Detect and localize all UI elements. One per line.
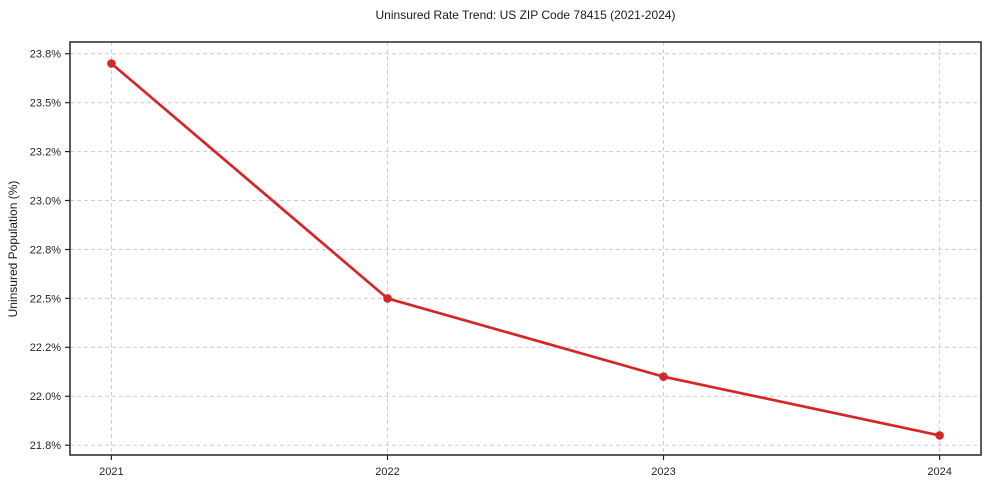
data-point (107, 59, 116, 68)
x-tick-label: 2023 (651, 466, 675, 478)
y-tick-label: 23.5% (30, 98, 61, 110)
data-point (935, 431, 944, 440)
y-tick-label: 22.5% (30, 293, 61, 305)
y-tick-label: 23.8% (30, 49, 61, 61)
x-tick-label: 2024 (927, 466, 951, 478)
y-tick-label: 22.8% (30, 244, 61, 256)
y-tick-label: 22.0% (30, 391, 61, 403)
data-point (659, 372, 668, 382)
y-tick-label: 23.2% (30, 146, 61, 158)
x-tick-label: 2021 (99, 466, 123, 478)
plot-border (69, 41, 982, 456)
y-tick-label: 21.8% (30, 440, 61, 452)
x-tick-label: 2022 (375, 466, 399, 478)
data-point (383, 294, 392, 303)
chart-title: Uninsured Rate Trend: US ZIP Code 78415 … (375, 8, 676, 22)
trend-line (110, 62, 941, 437)
y-tick-label: 23.0% (30, 195, 61, 207)
y-tick-label: 22.2% (30, 342, 61, 354)
